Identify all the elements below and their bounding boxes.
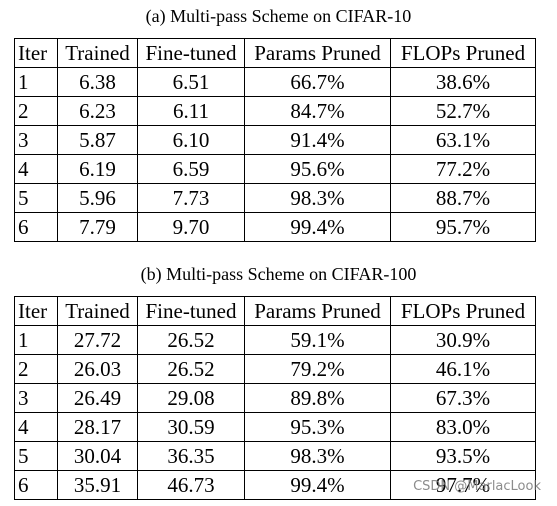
row: 6 7.79 9.70 99.4% 95.7% (14, 212, 536, 242)
cell: 46.73 (137, 470, 245, 500)
row: 4 28.17 30.59 95.3% 83.0% (14, 412, 536, 442)
cell: 6 (14, 212, 58, 242)
cell: 99.4% (244, 212, 391, 242)
cell: 30.59 (137, 412, 245, 442)
cell: 26.49 (57, 383, 138, 413)
cell: 77.2% (390, 154, 536, 184)
table: Iter Trained Fine-tuned Params Pruned FLOPs … (14, 296, 536, 500)
cell: 5 (14, 183, 58, 213)
cell: 7.73 (137, 183, 245, 213)
header-cell: Fine-tuned (137, 296, 245, 326)
cell: 99.4% (244, 470, 391, 500)
row: 2 26.03 26.52 79.2% 46.1% (14, 354, 536, 384)
cell: 6.19 (57, 154, 138, 184)
row: 3 26.49 29.08 89.8% 67.3% (14, 383, 536, 413)
cell: 88.7% (390, 183, 536, 213)
header-cell: FLOPs Pruned (390, 38, 536, 68)
cell: 28.17 (57, 412, 138, 442)
row: 5 5.96 7.73 98.3% 88.7% (14, 183, 536, 213)
cell: 52.7% (390, 96, 536, 126)
cell: 97.7% (390, 470, 536, 500)
cell: 84.7% (244, 96, 391, 126)
cell: 38.6% (390, 67, 536, 97)
cell: 5 (14, 441, 58, 471)
header-row: Iter Trained Fine-tuned Params Pruned FLOPs … (14, 296, 536, 326)
cell: 9.70 (137, 212, 245, 242)
header-cell: Params Pruned (244, 38, 391, 68)
row: 5 30.04 36.35 98.3% 93.5% (14, 441, 536, 471)
cell: 1 (14, 67, 58, 97)
cell: 4 (14, 154, 58, 184)
cell: 29.08 (137, 383, 245, 413)
cell: 6 (14, 470, 58, 500)
row: 1 27.72 26.52 59.1% 30.9% (14, 325, 536, 355)
table-caption: (b) Multi-pass Scheme on CIFAR-100 (140, 264, 417, 284)
header-cell: Iter (14, 38, 58, 68)
cell: 6.59 (137, 154, 245, 184)
cell: 83.0% (390, 412, 536, 442)
cell: 6.10 (137, 125, 245, 155)
cell: 6.11 (137, 96, 245, 126)
row: 3 5.87 6.10 91.4% 63.1% (14, 125, 536, 155)
cell: 95.3% (244, 412, 391, 442)
cell: 27.72 (57, 325, 138, 355)
cell: 66.7% (244, 67, 391, 97)
row: 2 6.23 6.11 84.7% 52.7% (14, 96, 536, 126)
cell: 93.5% (390, 441, 536, 471)
cell: 95.7% (390, 212, 536, 242)
header-cell: Params Pruned (244, 296, 391, 326)
cell: 3 (14, 125, 58, 155)
cell: 95.6% (244, 154, 391, 184)
header-cell: Trained (57, 38, 138, 68)
watermark: CSDN @MarlacLook (413, 479, 541, 494)
cell: 7.79 (57, 212, 138, 242)
cell: 5.87 (57, 125, 138, 155)
row: 1 6.38 6.51 66.7% 38.6% (14, 67, 536, 97)
cell: 35.91 (57, 470, 138, 500)
cell: 6.38 (57, 67, 138, 97)
cell: 1 (14, 325, 58, 355)
cell: 63.1% (390, 125, 536, 155)
header-cell: Fine-tuned (137, 38, 245, 68)
cell: 26.52 (137, 325, 245, 355)
header-cell: Iter (14, 296, 58, 326)
table-caption: (a) Multi-pass Scheme on CIFAR-10 (145, 6, 412, 26)
row: 6 35.91 46.73 99.4% 97.7% (14, 470, 536, 500)
cell: 30.04 (57, 441, 138, 471)
row: 4 6.19 6.59 95.6% 77.2% (14, 154, 536, 184)
cell: 3 (14, 383, 58, 413)
cell: 30.9% (390, 325, 536, 355)
cell: 46.1% (390, 354, 536, 384)
cell: 67.3% (390, 383, 536, 413)
cell: 36.35 (137, 441, 245, 471)
cell: 98.3% (244, 441, 391, 471)
cell: 89.8% (244, 383, 391, 413)
cell: 98.3% (244, 183, 391, 213)
cell: 79.2% (244, 354, 391, 384)
cell: 26.03 (57, 354, 138, 384)
header-cell: Trained (57, 296, 138, 326)
cell: 5.96 (57, 183, 138, 213)
cell: 6.51 (137, 67, 245, 97)
header-row: Iter Trained Fine-tuned Params Pruned FLOPs … (14, 38, 536, 68)
header-cell: FLOPs Pruned (390, 296, 536, 326)
cell: 26.52 (137, 354, 245, 384)
table: Iter Trained Fine-tuned Params Pruned FLOPs … (14, 38, 536, 242)
cell: 2 (14, 354, 58, 384)
cell: 4 (14, 412, 58, 442)
cell: 59.1% (244, 325, 391, 355)
cell: 2 (14, 96, 58, 126)
cell: 6.23 (57, 96, 138, 126)
cell: 91.4% (244, 125, 391, 155)
